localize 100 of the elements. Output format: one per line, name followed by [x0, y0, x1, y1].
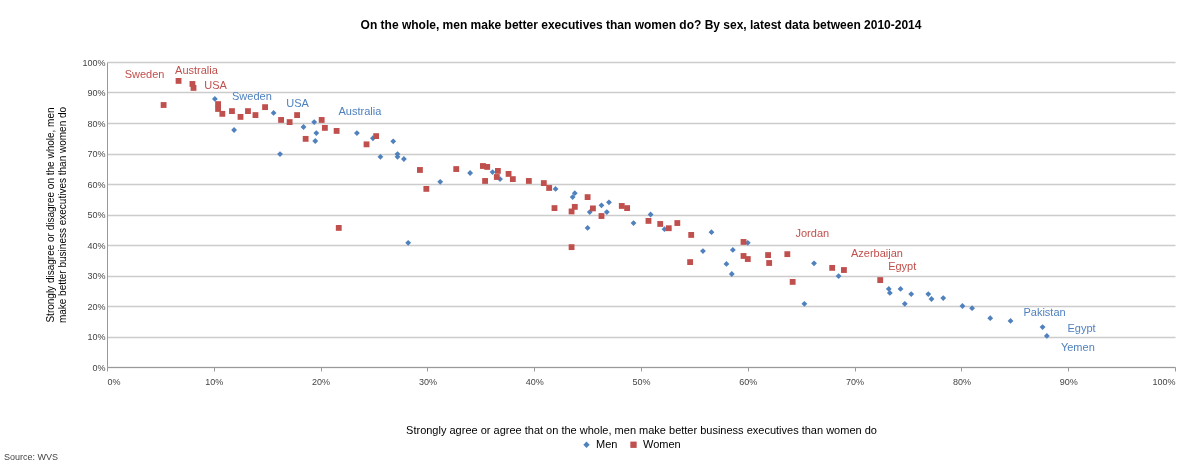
x-tick-label: 90% — [1059, 376, 1078, 387]
point — [606, 199, 612, 206]
point — [624, 205, 631, 212]
y-tick-label: 90% — [87, 88, 106, 98]
x-tick-label: 40% — [525, 376, 544, 387]
point — [525, 178, 532, 184]
point — [897, 286, 904, 292]
point — [333, 128, 340, 134]
point — [657, 221, 664, 227]
y-tick-label: 60% — [87, 179, 106, 190]
point — [1007, 318, 1014, 324]
point — [321, 124, 328, 131]
x-tick-label: 10% — [205, 376, 224, 387]
annotation: USA — [286, 96, 310, 109]
point — [784, 251, 791, 258]
point — [618, 203, 625, 209]
point — [647, 211, 654, 218]
point — [377, 153, 384, 160]
point — [540, 180, 547, 186]
point — [665, 225, 672, 232]
source-note: Source: WVS — [4, 452, 59, 462]
y-tick-label: 80% — [87, 118, 106, 129]
point — [603, 209, 610, 215]
point — [467, 170, 474, 176]
y-tick-label: 70% — [87, 149, 106, 159]
x-tick-label: 50% — [632, 376, 651, 387]
point — [300, 124, 307, 130]
y-axis-title: Strongly disagree or disagree on the whole, men make better business executives than women do — [45, 106, 69, 324]
point — [277, 151, 283, 158]
point — [489, 169, 496, 176]
point — [302, 135, 309, 142]
point — [373, 133, 380, 140]
point — [262, 104, 268, 111]
chart-title: On the whole, men make better executives than women do? By sex, latest data between 2010-2014 — [360, 18, 922, 32]
x-axis-title: Strongly agree or agree that on the whole, men make better business executives than women do — [406, 423, 877, 436]
point — [687, 259, 694, 265]
y-tick-label: 0% — [92, 362, 106, 373]
y-tick-label: 30% — [87, 271, 106, 281]
point — [765, 252, 772, 258]
point — [417, 167, 423, 173]
annotation: Sweden — [124, 67, 165, 80]
point — [571, 190, 578, 197]
point — [688, 232, 695, 238]
point — [789, 278, 796, 285]
point — [674, 220, 681, 226]
point — [728, 271, 735, 277]
point — [453, 166, 460, 172]
y-tick-label: 10% — [87, 332, 106, 342]
x-tick-label: 30% — [418, 376, 437, 387]
point — [215, 106, 221, 112]
point — [630, 220, 637, 226]
point — [811, 260, 817, 267]
x-tick-label: 20% — [312, 376, 331, 387]
point — [286, 119, 293, 125]
point — [493, 174, 500, 180]
point — [928, 296, 935, 302]
annotation: Yemen — [1060, 340, 1095, 353]
annotation: Sweden — [231, 89, 272, 102]
x-tick-label: 100% — [1152, 376, 1176, 387]
point — [482, 178, 488, 184]
point — [160, 102, 167, 108]
point — [311, 119, 318, 125]
point — [801, 300, 808, 307]
point — [841, 267, 847, 273]
point — [318, 117, 325, 123]
annotation: Egypt — [888, 260, 917, 273]
point — [584, 225, 591, 231]
y-tick-label: 100% — [82, 57, 106, 68]
point — [925, 291, 932, 298]
point — [908, 291, 915, 298]
annotation: Egypt — [1067, 322, 1096, 335]
x-tick-label: 60% — [739, 376, 758, 387]
point — [335, 225, 342, 231]
point — [219, 110, 226, 117]
legend-label: Men — [596, 437, 618, 450]
annotation: Australia — [338, 105, 383, 118]
point — [959, 303, 966, 309]
point — [294, 112, 301, 118]
point — [571, 203, 578, 210]
point — [744, 256, 751, 262]
point — [546, 185, 553, 191]
point — [835, 273, 842, 280]
point — [552, 185, 559, 192]
point — [584, 194, 591, 201]
y-tick-label: 50% — [87, 210, 106, 220]
point — [766, 260, 773, 266]
point — [940, 295, 947, 301]
point — [708, 229, 715, 236]
point — [509, 176, 516, 183]
point — [278, 117, 284, 123]
annotation: Azerbaijan — [850, 247, 903, 260]
point — [312, 138, 319, 144]
point — [598, 202, 605, 209]
point — [270, 110, 277, 116]
point — [877, 277, 884, 283]
y-tick-label: 40% — [87, 240, 106, 251]
point — [494, 167, 501, 174]
point — [1039, 324, 1046, 330]
x-tick-label: 80% — [952, 376, 971, 387]
point — [484, 164, 491, 170]
